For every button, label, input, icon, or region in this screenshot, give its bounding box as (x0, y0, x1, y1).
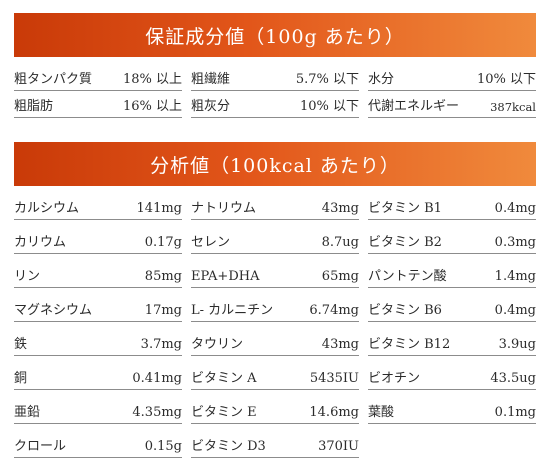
nutrient-value: 43.5ug (490, 371, 536, 386)
nutrient-cell: ナトリウム 43mg (191, 186, 359, 220)
nutrient-value: 3.9ug (498, 337, 536, 352)
nutrient-label: ビタミン D3 (191, 439, 266, 454)
nutrient-value: 10% 以下 (476, 72, 536, 87)
nutrient-cell: マグネシウム 17mg (14, 288, 182, 322)
nutrient-value: 1.4mg (494, 269, 536, 284)
section-title: 保証成分値（100g あたり） (145, 25, 405, 48)
nutrient-value: 387kcal (490, 100, 536, 114)
nutrient-cell: リン 85mg (14, 254, 182, 288)
nutrient-value: 43mg (321, 337, 359, 352)
nutrient-label: 代謝エネルギー (368, 99, 460, 114)
nutrient-value: 3.7mg (140, 337, 182, 352)
nutrient-label: ビタミン E (191, 405, 257, 420)
nutrient-value: 4.35mg (132, 405, 182, 420)
nutrient-label: マグネシウム (14, 303, 93, 318)
nutrient-value: 0.4mg (494, 201, 536, 216)
nutrient-value: 14.6mg (309, 405, 359, 420)
nutrient-label: ビオチン (368, 371, 421, 386)
nutrient-label: タウリン (191, 337, 244, 352)
nutrient-label: カルシウム (14, 201, 80, 216)
nutrient-value: 370IU (318, 439, 359, 454)
nutrient-cell: EPA+DHA 65mg (191, 254, 359, 288)
nutrient-cell: ビタミン B2 0.3mg (368, 220, 536, 254)
nutrient-label: ビタミン B1 (368, 201, 442, 216)
nutrient-label: ビタミン A (191, 371, 257, 386)
section-title: 分析値（100kcal あたり） (150, 154, 400, 177)
nutrient-cell: クロール 0.15g (14, 424, 182, 458)
nutrient-cell: 水分 10% 以下 (368, 64, 536, 91)
nutrient-value: 0.4mg (494, 303, 536, 318)
nutrient-cell: 葉酸 0.1mg (368, 390, 536, 424)
nutrient-cell: 亜鉛 4.35mg (14, 390, 182, 424)
nutrient-cell: 粗繊維 5.7% 以下 (191, 64, 359, 91)
nutrient-label: 水分 (368, 72, 395, 87)
nutrient-label: ナトリウム (191, 201, 257, 216)
nutrient-value: 141mg (136, 201, 182, 216)
nutrient-cell: ビタミン D3 370IU (191, 424, 359, 458)
nutrient-label: パントテン酸 (368, 269, 447, 284)
nutrient-cell: 粗タンパク質 18% 以上 (14, 64, 182, 91)
nutrient-cell: ビタミン E 14.6mg (191, 390, 359, 424)
nutrient-label: L- カルニチン (191, 303, 274, 318)
nutrient-value: 16% 以上 (122, 99, 182, 114)
nutrient-value: 43mg (321, 201, 359, 216)
nutrient-value: 8.7ug (321, 235, 359, 250)
nutrient-label: クロール (14, 439, 67, 454)
analysis-values-table: カルシウム 141mg ナトリウム 43mg ビタミン B1 0.4mg カリウム 0.17g… (14, 186, 536, 458)
nutrient-value: 85mg (144, 269, 182, 284)
nutrient-label: 銅 (14, 371, 28, 386)
nutrient-value: 65mg (321, 269, 359, 284)
nutrient-label: 粗タンパク質 (14, 72, 93, 87)
nutrient-label: EPA+DHA (191, 269, 260, 284)
nutrient-cell: セレン 8.7ug (191, 220, 359, 254)
nutrient-label: セレン (191, 235, 231, 250)
nutrient-cell: 銅 0.41mg (14, 356, 182, 390)
nutrient-value: 0.1mg (494, 405, 536, 420)
nutrient-label: リン (14, 269, 41, 284)
nutrient-value: 10% 以下 (299, 99, 359, 114)
nutrient-label: 粗繊維 (191, 72, 231, 87)
nutrient-label: 葉酸 (368, 405, 395, 420)
nutrient-cell: カルシウム 141mg (14, 186, 182, 220)
analysis-values-header: 分析値（100kcal あたり） (14, 142, 536, 186)
nutrient-value: 0.15g (144, 439, 182, 454)
nutrient-cell: ビタミン B1 0.4mg (368, 186, 536, 220)
nutrient-cell: 粗脂肪 16% 以上 (14, 91, 182, 118)
nutrient-cell: ビタミン B6 0.4mg (368, 288, 536, 322)
nutrient-value: 6.74mg (309, 303, 359, 318)
nutrient-cell: パントテン酸 1.4mg (368, 254, 536, 288)
nutrient-label: ビタミン B12 (368, 337, 451, 352)
nutrient-value: 0.41mg (132, 371, 182, 386)
nutrient-label: 鉄 (14, 337, 28, 352)
nutrient-cell: ビタミン B12 3.9ug (368, 322, 536, 356)
nutrient-cell: タウリン 43mg (191, 322, 359, 356)
guaranteed-analysis-header: 保証成分値（100g あたり） (14, 13, 536, 57)
nutrient-cell: ビオチン 43.5ug (368, 356, 536, 390)
nutrient-value: 5435IU (309, 371, 359, 386)
nutrient-cell: 代謝エネルギー 387kcal (368, 91, 536, 118)
nutrient-label: ビタミン B2 (368, 235, 442, 250)
nutrient-value: 0.17g (144, 235, 182, 250)
empty-cell (368, 424, 536, 458)
nutrient-cell: L- カルニチン 6.74mg (191, 288, 359, 322)
nutrient-label: 粗脂肪 (14, 99, 54, 114)
nutrient-value: 0.3mg (494, 235, 536, 250)
nutrient-value: 18% 以上 (122, 72, 182, 87)
nutrient-label: 亜鉛 (14, 405, 41, 420)
guaranteed-analysis-table: 粗タンパク質 18% 以上 粗繊維 5.7% 以下 水分 10% 以下 粗脂肪 16% 以上粗… (14, 64, 536, 118)
nutrient-cell: ビタミン A 5435IU (191, 356, 359, 390)
nutrient-value: 17mg (144, 303, 182, 318)
nutrient-cell: 鉄 3.7mg (14, 322, 182, 356)
nutrient-value: 5.7% 以下 (295, 72, 359, 87)
nutrient-label: 粗灰分 (191, 99, 231, 114)
nutrient-label: カリウム (14, 235, 67, 250)
nutrient-cell: カリウム 0.17g (14, 220, 182, 254)
nutrient-label: ビタミン B6 (368, 303, 442, 318)
nutrient-cell: 粗灰分 10% 以下 (191, 91, 359, 118)
